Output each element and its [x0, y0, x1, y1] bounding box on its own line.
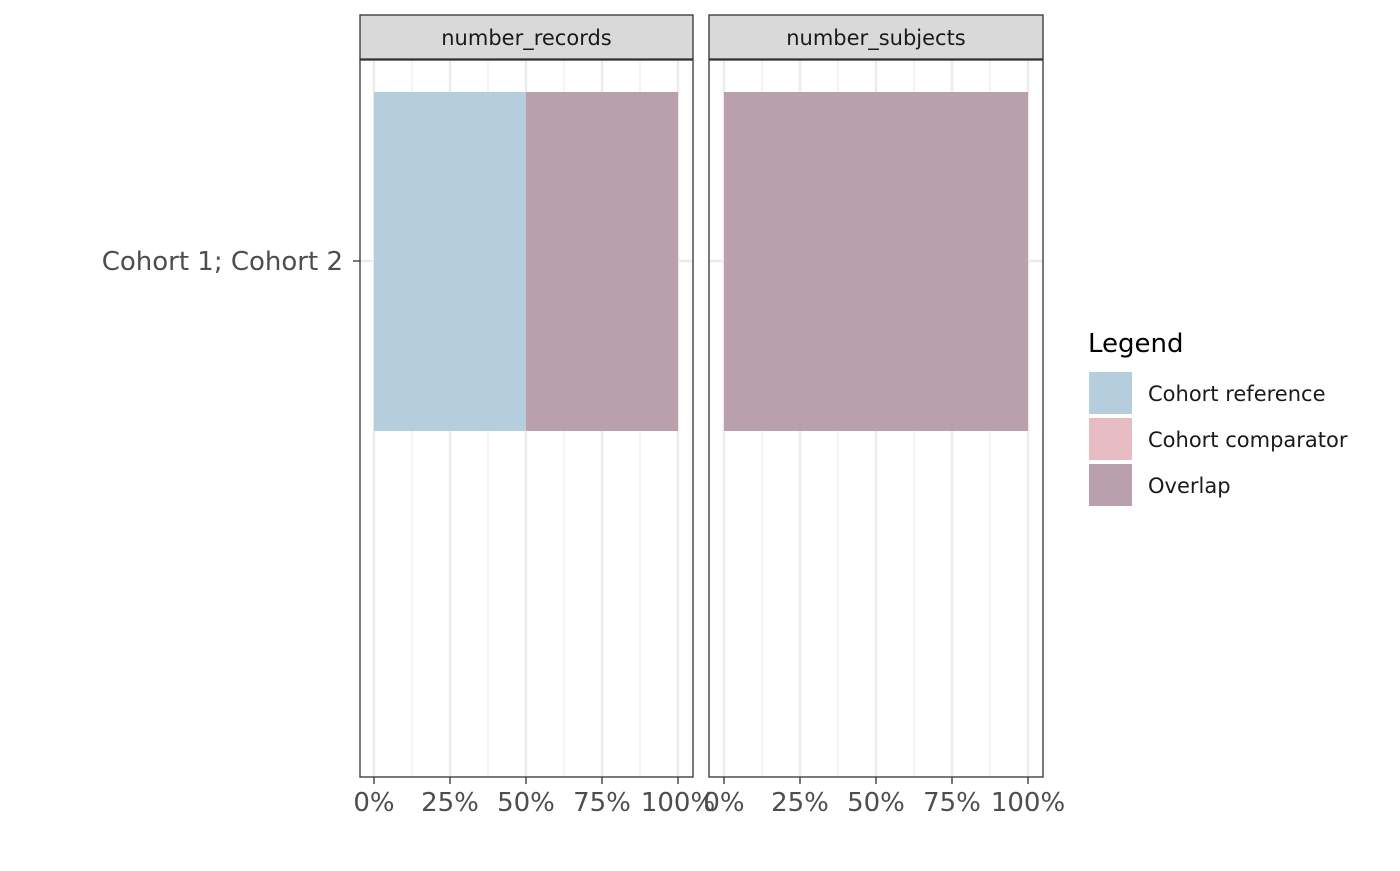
legend-key-cohort-comparator: [1089, 418, 1132, 460]
facet-strip: [708, 14, 1044, 60]
facet-strip-label: number_subjects: [786, 26, 966, 51]
x-tick-label: 50%: [847, 788, 905, 818]
bar-segment-overlap: [724, 92, 1028, 431]
legend-label: Overlap: [1148, 474, 1231, 498]
x-tick-label: 100%: [641, 788, 715, 818]
x-tick-label: 75%: [923, 788, 981, 818]
legend-key-cohort-reference: [1089, 372, 1132, 414]
facet-strip-label: number_records: [441, 26, 611, 51]
bar-segment-cohort-reference: [374, 92, 526, 431]
x-tick-label: 0%: [353, 788, 394, 818]
facet-panel-number_subjects: number_subjects 0% 25% 50% 75% 100%: [703, 14, 1065, 818]
x-tick-label: 25%: [421, 788, 479, 818]
x-tick-label: 75%: [573, 788, 631, 818]
legend: Legend Cohort reference Cohort comparator O…: [1088, 329, 1348, 506]
x-tick-label: 25%: [771, 788, 829, 818]
x-tick-label: 50%: [497, 788, 555, 818]
x-tick-label: 0%: [703, 788, 744, 818]
legend-label: Cohort reference: [1148, 382, 1326, 406]
x-tick-label: 100%: [991, 788, 1065, 818]
legend-label: Cohort comparator: [1148, 428, 1348, 452]
facet-panel-number_records: number_records 0% 25% 50% 75% 100%: [353, 14, 715, 818]
y-tick-label: Cohort 1; Cohort 2: [102, 247, 343, 277]
legend-key-overlap: [1089, 464, 1132, 506]
bar-segment-overlap: [526, 92, 678, 431]
legend-title: Legend: [1088, 329, 1184, 359]
facet-strip: [359, 14, 694, 60]
